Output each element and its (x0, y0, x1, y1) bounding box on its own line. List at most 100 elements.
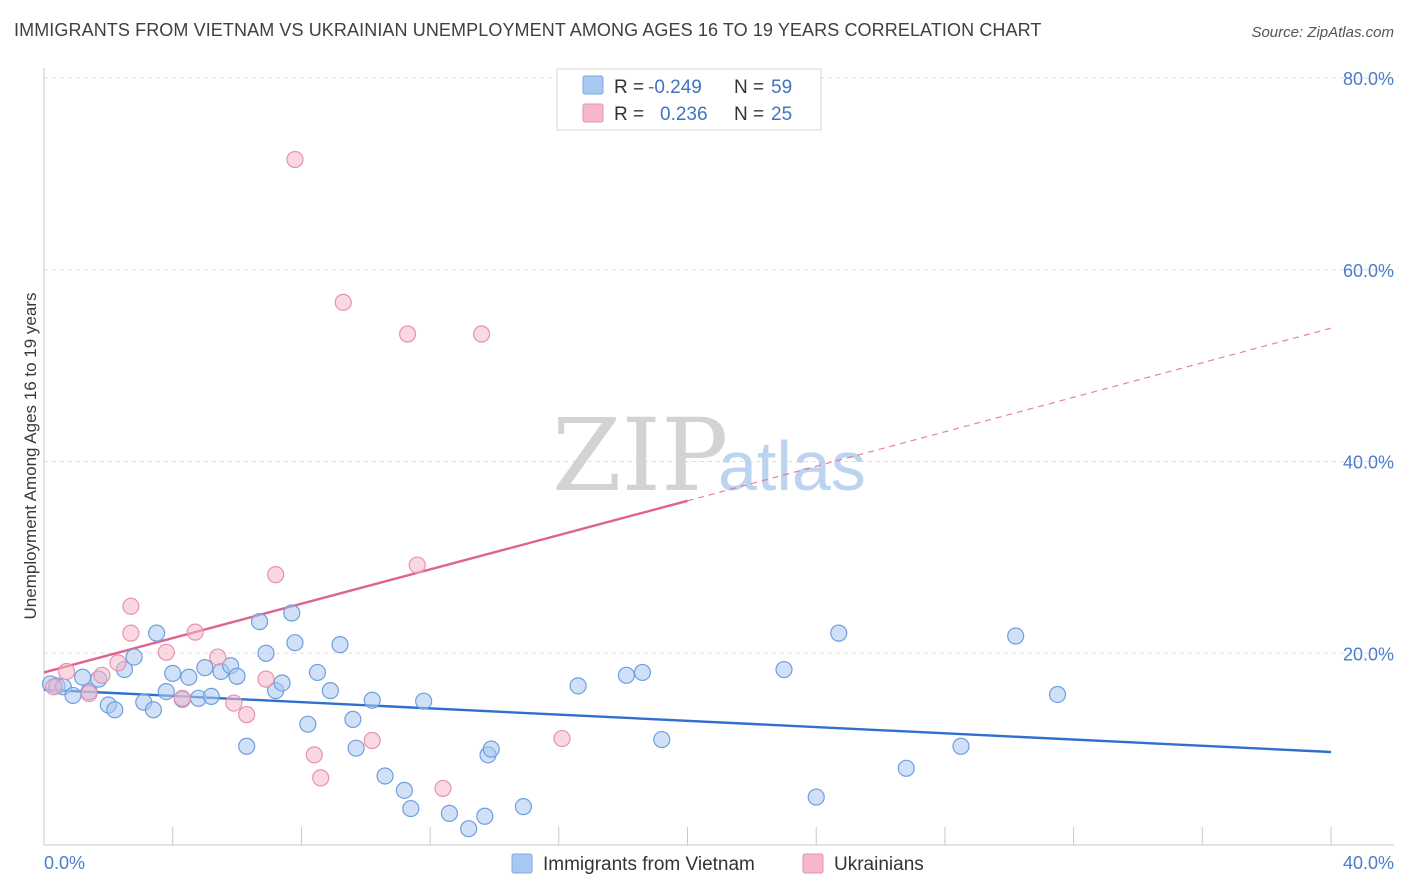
point-vietnam (228, 667, 246, 685)
y-tick-label: 60.0% (1343, 261, 1394, 281)
trend-line (43, 688, 1332, 754)
bottom-legend-swatch-ukrainians (802, 853, 824, 874)
point-vietnam (202, 687, 220, 705)
legend-n-label-ukrainians: N = (734, 104, 764, 125)
point-vietnam (952, 737, 970, 755)
point-ukrainians (225, 694, 243, 712)
point-ukrainians (286, 150, 304, 169)
bottom-legend-swatch-vietnam (511, 853, 533, 874)
point-vietnam (180, 668, 198, 686)
point-ukrainians (305, 746, 323, 764)
point-vietnam (257, 644, 275, 662)
point-vietnam (653, 730, 671, 749)
watermark-zip: ZIP (552, 397, 728, 514)
point-ukrainians (45, 678, 63, 696)
point-ukrainians (434, 779, 452, 798)
y-axis-label: Unemployment Among Ages 16 to 19 years (21, 293, 40, 620)
point-vietnam (308, 663, 327, 682)
point-vietnam (617, 666, 635, 684)
point-vietnam (807, 788, 825, 806)
point-vietnam (440, 804, 459, 822)
point-vietnam (1007, 627, 1025, 645)
point-vietnam (331, 636, 349, 654)
legend-n-value-vietnam: 59 (771, 77, 792, 98)
point-vietnam (164, 664, 182, 682)
y-tick-label: 20.0% (1343, 644, 1394, 664)
x-tick-label-min: 0.0% (44, 853, 85, 873)
x-ticks (172, 827, 1332, 845)
legend-swatch-vietnam (582, 75, 604, 95)
point-ukrainians (109, 654, 127, 672)
x-tick-label-max: 40.0% (1343, 853, 1394, 873)
point-vietnam (1048, 685, 1067, 704)
point-vietnam (250, 613, 269, 631)
point-vietnam (344, 710, 362, 729)
y-tick-label: 80.0% (1343, 69, 1394, 89)
stats-legend: R = -0.249 N = 59 R = 0.236 N = 25 (556, 68, 822, 131)
point-ukrainians (80, 684, 98, 703)
point-ukrainians (267, 566, 285, 584)
point-vietnam (74, 668, 92, 686)
series-points (41, 150, 1067, 838)
point-ukrainians (363, 731, 381, 750)
point-ukrainians (334, 293, 352, 311)
point-ukrainians (472, 325, 491, 343)
point-vietnam (238, 737, 256, 755)
point-vietnam (125, 648, 143, 666)
point-ukrainians (157, 643, 175, 661)
point-vietnam (415, 692, 433, 710)
point-vietnam (144, 701, 162, 719)
point-vietnam (321, 682, 339, 700)
point-vietnam (460, 820, 478, 838)
point-vietnam (157, 682, 175, 701)
point-vietnam (476, 807, 494, 825)
point-vietnam (376, 767, 394, 785)
point-vietnam (402, 799, 420, 818)
legend-n-label-vietnam: N = (734, 77, 764, 98)
trend-line (43, 499, 688, 674)
point-vietnam (897, 759, 915, 777)
legend-swatch-ukrainians (582, 103, 604, 123)
legend-r-label-vietnam: R = (614, 77, 644, 98)
point-vietnam (299, 715, 317, 733)
point-ukrainians (312, 769, 330, 787)
chart-title: IMMIGRANTS FROM VIETNAM VS UKRAINIAN UNE… (14, 20, 1042, 40)
point-vietnam (64, 686, 82, 705)
point-ukrainians (238, 706, 256, 724)
point-vietnam (106, 701, 124, 719)
point-vietnam (283, 604, 301, 622)
point-ukrainians (173, 689, 191, 707)
legend-r-value-ukrainians: 0.236 (660, 104, 708, 125)
point-vietnam (395, 781, 413, 799)
point-ukrainians (553, 729, 571, 748)
bottom-legend-label-vietnam: Immigrants from Vietnam (543, 854, 755, 875)
bottom-legend-label-ukrainians: Ukrainians (834, 854, 924, 875)
point-vietnam (482, 740, 500, 758)
point-vietnam (569, 677, 587, 695)
source-credit: Source: ZipAtlas.com (1251, 24, 1394, 41)
point-ukrainians (122, 624, 140, 642)
legend-r-value-vietnam: -0.249 (648, 77, 702, 98)
point-ukrainians (398, 325, 417, 343)
point-ukrainians (408, 556, 426, 574)
watermark-atlas: atlas (718, 427, 866, 505)
point-vietnam (273, 674, 291, 692)
point-ukrainians (186, 623, 204, 641)
point-vietnam (830, 624, 848, 642)
point-vietnam (363, 691, 381, 709)
point-ukrainians (209, 648, 227, 666)
point-ukrainians (93, 666, 111, 684)
trend-line-extension (687, 327, 1332, 502)
point-vietnam (286, 634, 304, 652)
point-vietnam (148, 624, 166, 642)
point-vietnam (633, 663, 652, 682)
y-tick-label: 40.0% (1343, 453, 1394, 473)
point-ukrainians (57, 662, 76, 681)
watermark: ZIP atlas (552, 397, 866, 514)
trend-lines (43, 327, 1332, 754)
legend-n-value-ukrainians: 25 (771, 104, 792, 125)
point-ukrainians (122, 597, 140, 615)
point-vietnam (347, 739, 365, 757)
point-vietnam (196, 659, 214, 677)
